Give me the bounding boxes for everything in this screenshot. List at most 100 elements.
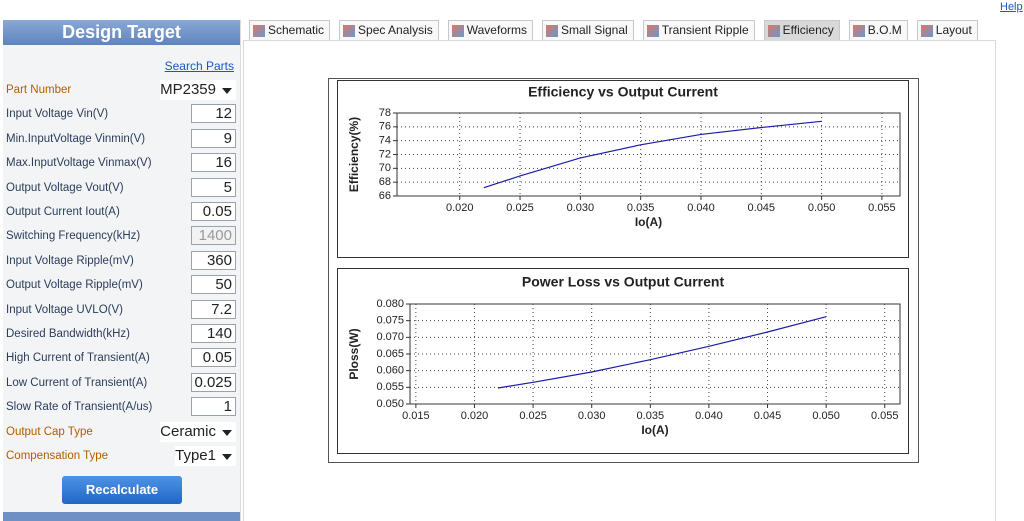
tab-label: Spec Analysis (358, 23, 433, 37)
field-label: Input Voltage UVLO(V) (6, 303, 123, 316)
field-label: Output Voltage Vout(V) (6, 181, 124, 194)
tab-label: Schematic (268, 23, 325, 37)
x-axis-label: Io(A) (635, 215, 662, 229)
data-line (483, 120, 822, 189)
x-tick-label: 0.045 (748, 202, 776, 214)
field-label: Output Voltage Ripple(mV) (6, 279, 143, 292)
y-tick-label: 70 (379, 162, 391, 174)
tab-icon (920, 24, 933, 37)
y-tick-label: 78 (379, 107, 391, 119)
field-row: Output Voltage Ripple(mV) 50 (6, 275, 236, 297)
tab-label: B.O.M (867, 23, 902, 37)
tab[interactable]: Small Signal (541, 20, 634, 40)
help-link[interactable]: Help (1000, 1, 1023, 13)
x-tick-label: 0.035 (627, 202, 655, 214)
x-tick-label: 0.035 (637, 410, 665, 422)
field-row: Input Voltage Ripple(mV) 360 (6, 250, 236, 273)
tab-icon (253, 24, 265, 37)
field-row: Slow Rate of Transient(A/us) 1 (6, 397, 236, 419)
x-tick-label: 0.050 (812, 410, 840, 422)
field-input[interactable]: 0.025 (191, 372, 236, 392)
field-input[interactable]: 5 (191, 177, 236, 197)
field-select[interactable]: MP2359 (160, 80, 236, 100)
field-row: Output Cap Type Ceramic (6, 421, 236, 444)
x-tick-label: 0.050 (808, 202, 836, 214)
tab[interactable]: Waveforms (447, 20, 533, 40)
tab[interactable]: Efficiency (763, 20, 840, 40)
field-label: Min.InputVoltage Vinmin(V) (6, 132, 146, 145)
sidebar-footer (3, 512, 240, 521)
field-row: Input Voltage Vin(V) 12 (6, 104, 236, 126)
field-row: Low Current of Transient(A) 0.025 (6, 372, 236, 395)
chart-title: Efficiency vs Output Current (528, 84, 718, 100)
x-tick-label: 0.055 (871, 410, 899, 422)
field-input[interactable]: 7.2 (191, 299, 236, 319)
tab[interactable]: Layout (916, 20, 978, 40)
field-label: Slow Rate of Transient(A/us) (6, 401, 153, 414)
tab-label: Layout (935, 23, 972, 37)
y-tick-label: 0.050 (376, 398, 404, 410)
x-tick-label: 0.045 (754, 410, 782, 422)
field-label: Output Cap Type (6, 425, 93, 438)
chart-title: Power Loss vs Output Current (522, 274, 725, 290)
field-row: Min.InputVoltage Vinmin(V) 9 (6, 128, 236, 151)
x-tick-label: 0.025 (519, 410, 547, 422)
tab-bar: Schematic Spec Analysis Waveforms Small Sig… (249, 20, 978, 40)
sidebar-title: Design Target (3, 20, 240, 45)
field-input[interactable]: 1 (191, 397, 236, 417)
field-input[interactable]: 360 (191, 250, 236, 270)
tab[interactable]: B.O.M (848, 20, 908, 40)
x-axis-label: Io(A) (641, 423, 668, 437)
x-tick-label: 0.030 (578, 410, 606, 422)
tab-icon (767, 24, 780, 37)
field-input[interactable]: 50 (191, 275, 236, 295)
y-axis-label: Efficiency(%) (347, 117, 361, 192)
field-row: Part Number MP2359 (6, 80, 236, 102)
y-tick-label: 0.075 (376, 315, 404, 327)
field-label: Output Current Iout(A) (6, 206, 120, 218)
x-tick-label: 0.020 (461, 410, 489, 422)
x-tick-label: 0.040 (695, 410, 723, 422)
field-row: High Current of Transient(A) 0.05 (6, 348, 236, 370)
tab[interactable]: Schematic (249, 20, 331, 40)
tab-label: Transient Ripple (661, 23, 749, 37)
tab-label: Efficiency (782, 23, 834, 37)
tab[interactable]: Transient Ripple (642, 20, 755, 40)
field-input[interactable]: 0.05 (191, 348, 236, 368)
y-tick-label: 74 (379, 135, 391, 147)
y-axis-label: Ploss(W) (347, 328, 361, 379)
field-input[interactable]: 16 (191, 153, 236, 173)
field-label: Part Number (6, 84, 72, 96)
field-label: Input Voltage Vin(V) (6, 108, 109, 121)
tab-label: Small Signal (560, 23, 628, 37)
field-input[interactable]: 140 (191, 324, 236, 343)
field-input[interactable]: 0.05 (191, 202, 236, 221)
y-tick-label: 0.055 (376, 381, 404, 393)
field-input[interactable]: 9 (191, 128, 236, 148)
field-select[interactable]: Type1 (175, 446, 236, 466)
plot-area (396, 112, 901, 197)
field-row: Switching Frequency(kHz) 1400 (6, 226, 236, 248)
recalculate-button[interactable]: Recalculate (62, 476, 182, 504)
field-label: Compensation Type (6, 450, 109, 462)
field-select[interactable]: Ceramic (160, 421, 236, 442)
field-row: Max.InputVoltage Vinmax(V) 16 (6, 153, 236, 175)
y-tick-label: 0.070 (376, 331, 404, 343)
search-link[interactable]: Search Parts (164, 59, 234, 73)
x-tick-label: 0.030 (567, 202, 595, 214)
tab-icon (545, 24, 558, 37)
sidebar: Design Target Search Parts Part Number MP… (3, 20, 241, 521)
tab-icon (343, 24, 356, 37)
tab[interactable]: Spec Analysis (339, 20, 439, 40)
tab-icon (451, 24, 464, 37)
y-tick-label: 0.060 (376, 365, 404, 377)
y-tick-label: 66 (379, 190, 391, 202)
field-label: Desired Bandwidth(kHz) (6, 328, 130, 340)
field-label: Input Voltage Ripple(mV) (6, 254, 134, 267)
y-tick-label: 72 (379, 148, 391, 160)
data-line (497, 316, 827, 389)
x-tick-label: 0.040 (687, 202, 715, 214)
field-input[interactable]: 12 (191, 104, 236, 124)
x-tick-label: 0.015 (402, 410, 430, 422)
